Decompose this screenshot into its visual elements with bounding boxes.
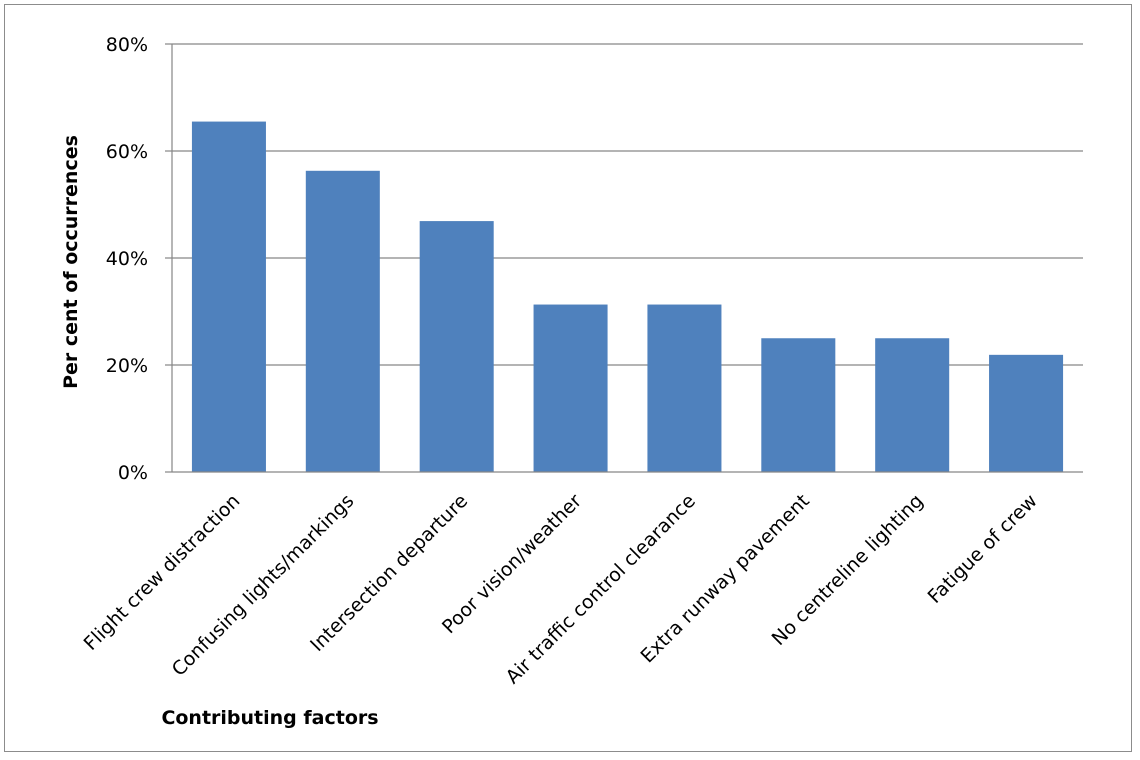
y-tick-label: 80% (106, 34, 148, 56)
y-tick-label: 20% (106, 355, 148, 377)
x-axis-title: Contributing factors (161, 707, 378, 729)
y-axis-title: Per cent of occurrences (60, 135, 82, 389)
axes (171, 44, 1083, 473)
y-tick-labels: 0% 20% 40% 60% 80% (106, 34, 148, 484)
x-tick-label: Confusing lights/markings (168, 490, 359, 681)
bar (875, 338, 950, 472)
bar (533, 304, 608, 472)
bars (191, 121, 1064, 473)
x-tick-label: Fatigue of crew (924, 490, 1042, 608)
bar (191, 121, 266, 472)
y-tick-label: 60% (106, 141, 148, 163)
bar (647, 304, 722, 472)
bar (419, 221, 494, 472)
bar (305, 170, 380, 473)
x-tick-label: Air traffic control clearance (502, 490, 700, 688)
bar (989, 354, 1064, 472)
y-tick-label: 40% (106, 248, 148, 270)
y-tick-label: 0% (118, 462, 148, 484)
bar (761, 338, 836, 472)
